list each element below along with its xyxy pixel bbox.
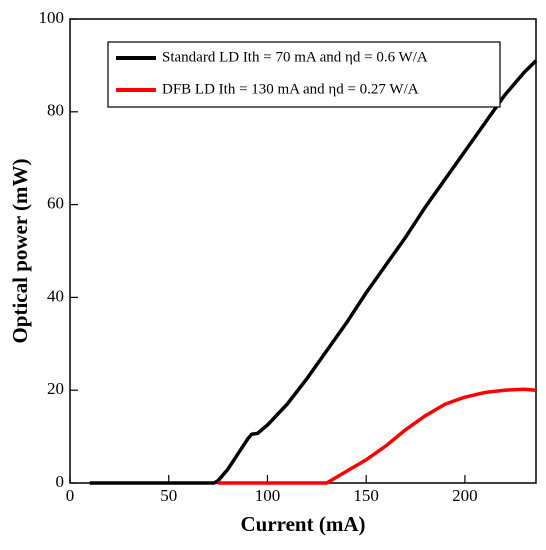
y-tick-label: 40 bbox=[47, 286, 64, 305]
x-axis-label: Current (mA) bbox=[241, 512, 366, 536]
x-tick-label: 50 bbox=[160, 486, 177, 505]
legend-label: Standard LD Ith = 70 mA and ηd = 0.6 W/A bbox=[162, 49, 428, 65]
y-tick-label: 20 bbox=[47, 379, 64, 398]
x-tick-label: 0 bbox=[66, 486, 75, 505]
y-tick-label: 100 bbox=[39, 8, 65, 27]
x-tick-label: 200 bbox=[452, 486, 478, 505]
legend-label: DFB LD Ith = 130 mA and ηd = 0.27 W/A bbox=[162, 81, 419, 97]
legend-box bbox=[107, 41, 501, 108]
series-line bbox=[218, 387, 537, 485]
y-axis-label: Optical power (mW) bbox=[8, 158, 32, 343]
y-tick-label: 60 bbox=[47, 194, 64, 213]
y-tick-label: 80 bbox=[47, 101, 64, 120]
y-tick-label: 0 bbox=[56, 472, 65, 491]
series-line bbox=[89, 59, 538, 485]
x-tick-label: 150 bbox=[353, 486, 379, 505]
x-tick-label: 100 bbox=[255, 486, 281, 505]
